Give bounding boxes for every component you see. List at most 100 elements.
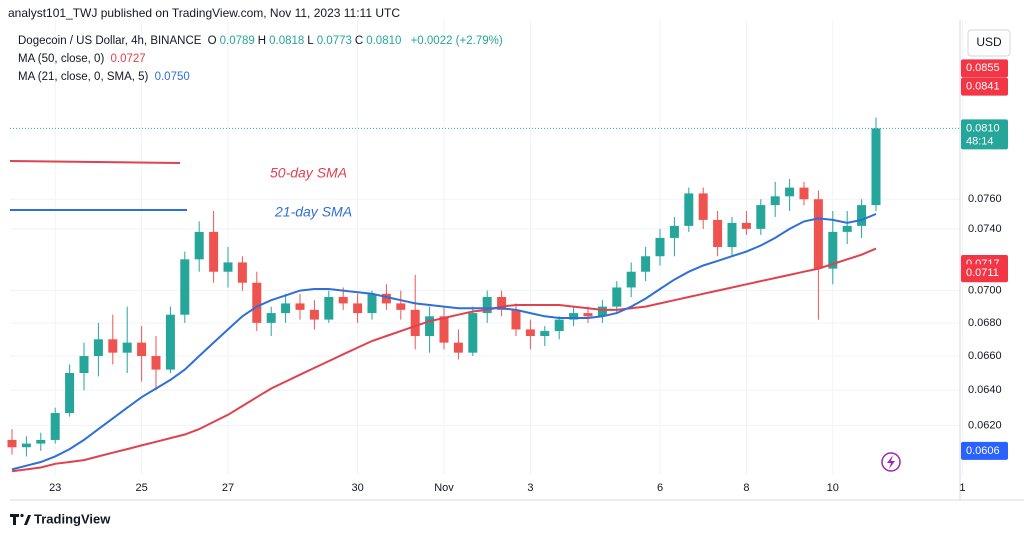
candle-body	[425, 316, 435, 337]
candle-body	[698, 193, 708, 220]
candle-body	[540, 331, 550, 337]
alert-icon[interactable]	[881, 452, 901, 472]
candle-body	[597, 306, 607, 317]
candle-body	[266, 313, 276, 323]
y-tick-label: 0.0620	[968, 419, 1002, 431]
y-tick-label: 0.0680	[968, 317, 1002, 329]
candle-body	[727, 222, 737, 248]
candle-body	[137, 342, 147, 357]
candle-body	[367, 293, 377, 314]
legend-entry: MA (21, close, 0, SMA, 5) 0.0750	[18, 71, 193, 83]
legend-name: MA (50, close, 0)	[18, 53, 105, 65]
candle-body	[785, 187, 795, 197]
ohlc-key: C	[354, 35, 364, 47]
candle-body	[93, 339, 103, 357]
candle-body	[525, 329, 535, 337]
x-tick-label: 23	[49, 482, 61, 494]
price-badge-label: 0.0855	[966, 62, 1000, 74]
published-line: analyst101_TWJ published on TradingView.…	[8, 6, 400, 20]
candle-body	[569, 313, 579, 320]
candle-body	[108, 339, 118, 353]
candle-body	[381, 293, 391, 304]
candle-body	[799, 187, 809, 200]
candle-body	[453, 342, 463, 353]
candle-body	[684, 193, 694, 226]
price-badge	[961, 264, 1008, 283]
candle-body	[741, 222, 751, 229]
candle-body	[669, 225, 679, 238]
candle-body	[770, 196, 780, 206]
x-tick-label: 27	[222, 482, 234, 494]
ohlc-key: L	[307, 35, 314, 47]
ohlc: O 0.0789 H 0.0818 L 0.0773 C 0.0810	[208, 35, 405, 47]
candle-body	[468, 313, 478, 353]
ohlc-value: 0.0810	[366, 35, 402, 47]
candle-body	[857, 205, 867, 226]
y-tick-label: 0.0660	[968, 350, 1002, 362]
ohlc-key: O	[207, 35, 217, 47]
x-tick-label: 1	[959, 482, 965, 494]
candle-body	[626, 271, 636, 288]
currency: USD	[976, 35, 1002, 49]
currency-button[interactable]	[967, 29, 1011, 57]
annotation: 21-day SMA	[274, 204, 352, 220]
y-tick-label: 0.0760	[968, 193, 1002, 205]
price-badge-label: 0.0711	[966, 267, 999, 279]
x-tick-label: Nov	[434, 482, 454, 494]
candle-body	[21, 443, 31, 448]
candle-body	[713, 219, 723, 248]
x-tick-label: 6	[657, 482, 663, 494]
candle-body	[309, 309, 319, 320]
candle-body	[353, 303, 363, 314]
candle-body	[165, 314, 175, 370]
candle-body	[842, 225, 852, 232]
symbol-legend: Dogecoin / US Dollar, 4h, BINANCE O 0.078…	[18, 35, 506, 47]
candle-body	[813, 199, 823, 269]
legend-value: 0.0750	[154, 71, 190, 83]
y-tick-label: 0.0640	[968, 384, 1002, 396]
candle-body	[871, 128, 881, 206]
candle-body	[511, 309, 521, 330]
candle-body	[295, 303, 305, 310]
ohlc-value: 0.0818	[269, 35, 305, 47]
candle-body	[50, 413, 60, 440]
candle-body	[612, 287, 622, 307]
price-badge	[961, 77, 1008, 96]
candle-body	[641, 256, 651, 272]
ohlc-value: 0.0789	[219, 35, 255, 47]
candle-body	[828, 231, 838, 269]
ma-line	[11, 247, 877, 473]
candle-body	[554, 319, 564, 332]
candle-body	[237, 262, 247, 283]
change: +0.0022 (+2.79%)	[410, 35, 503, 47]
candle-body	[324, 297, 334, 320]
candle-body	[410, 309, 420, 337]
candle-body	[180, 259, 190, 315]
candle-body	[122, 342, 132, 353]
ma-line	[11, 213, 877, 471]
candle-body	[756, 205, 766, 229]
price-badge-label: 0.0841	[966, 81, 1000, 93]
candle-body	[396, 303, 406, 310]
candle-body	[338, 297, 348, 304]
annotation: 50-day SMA	[270, 165, 347, 181]
x-tick-label: 10	[827, 482, 839, 494]
candle-body	[482, 297, 492, 314]
price-badge	[961, 119, 1008, 150]
x-tick-label: 30	[351, 482, 363, 494]
candle-body	[497, 297, 507, 310]
candle-body	[79, 356, 89, 373]
ohlc-value: 0.0773	[316, 35, 352, 47]
footer-brand: TradingView	[34, 511, 111, 526]
legend-value: 0.0727	[110, 53, 146, 65]
candle-body	[194, 231, 204, 260]
x-tick-label: 8	[743, 482, 749, 494]
candle-body	[209, 231, 219, 272]
candle-body	[65, 372, 75, 414]
x-tick-label: 25	[135, 482, 147, 494]
candle-body	[252, 282, 262, 323]
candle-body	[439, 316, 449, 343]
x-tick-label: 3	[527, 482, 533, 494]
candle-body	[151, 356, 161, 370]
